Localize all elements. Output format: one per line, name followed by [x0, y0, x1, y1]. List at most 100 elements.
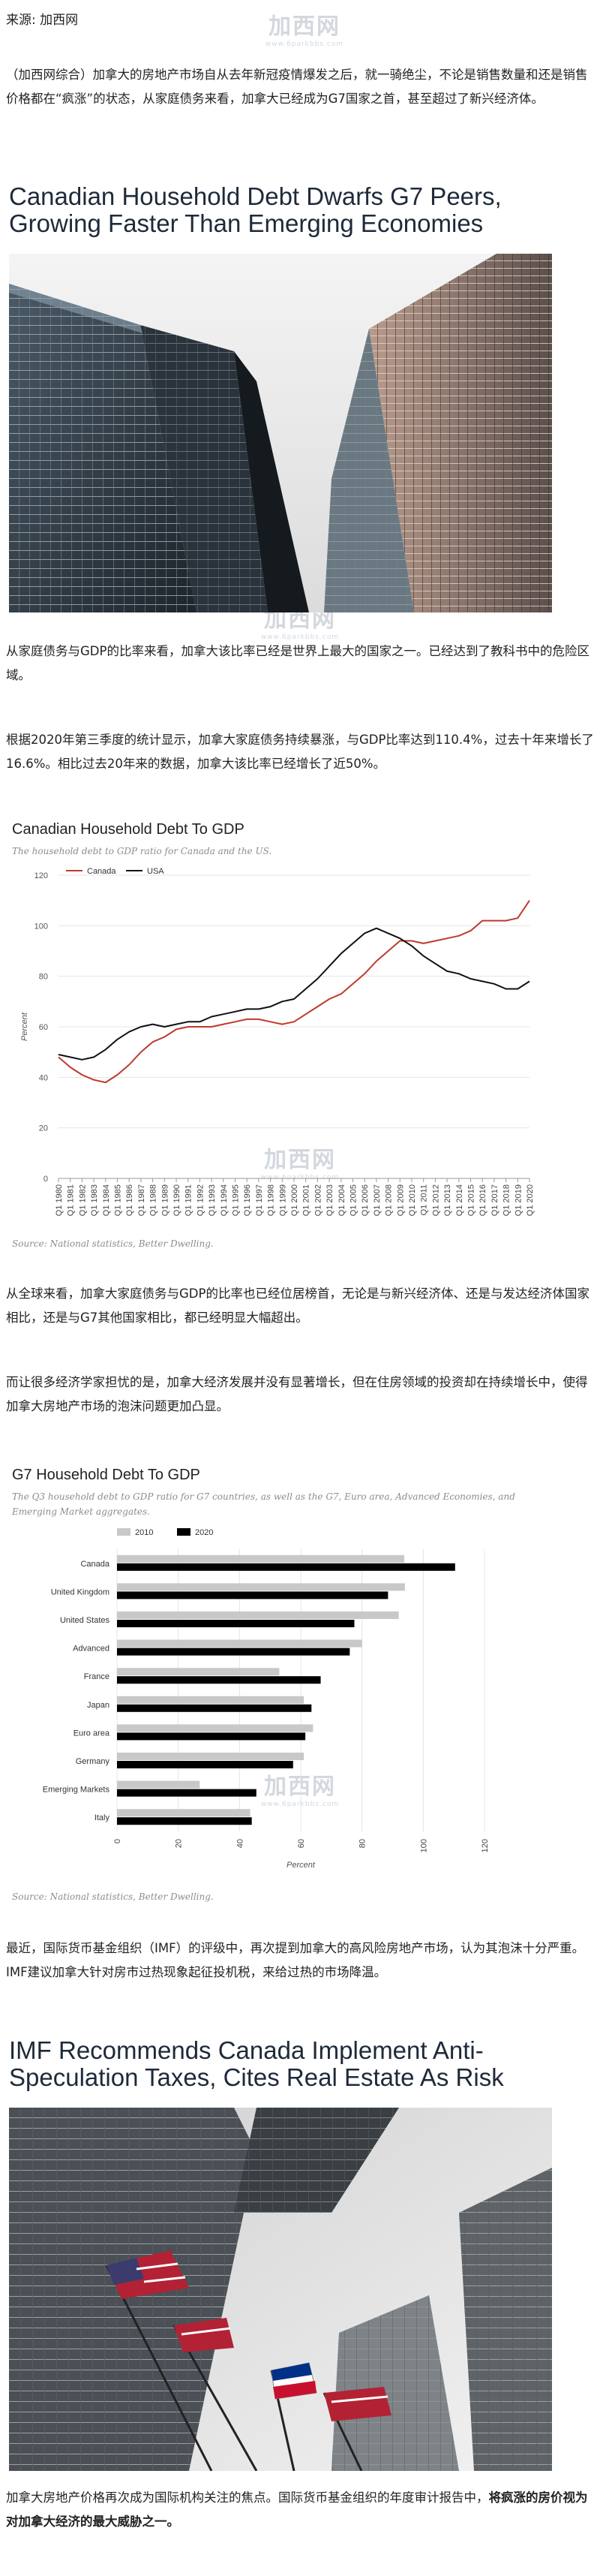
- imf-paragraph: 最近，国际货币基金组织（IMF）的评级中，再次提到加拿大的高风险房地产市场，认为…: [6, 1941, 585, 1979]
- watermark-text: 加西网: [268, 14, 340, 40]
- category-label: Germany: [76, 1757, 110, 1766]
- chart1-source: Source: National statistics, Better Dwel…: [12, 1238, 214, 1249]
- y-tick-label: 60: [39, 1023, 48, 1032]
- chart2-title: G7 Household Debt To GDP: [12, 1467, 200, 1483]
- x-tick-label: Q1 2003: [326, 1184, 334, 1216]
- bar-2020: [117, 1648, 350, 1656]
- y-tick-label: 120: [34, 871, 48, 880]
- bar-2020: [117, 1761, 293, 1768]
- x-tick-label: Q1 1999: [278, 1184, 287, 1216]
- x-tick-label: Q1 1995: [232, 1184, 241, 1216]
- bar-2020: [117, 1563, 455, 1571]
- x-tick-label: Q1 1981: [67, 1184, 76, 1216]
- stats-paragraph: 根据2020年第三季度的统计显示，加拿大家庭债务持续暴涨，与GDP比率达到110…: [6, 733, 594, 771]
- watermark-sub: www.6parkbbs.com: [260, 1174, 340, 1181]
- x-tick-label: Q1 2002: [314, 1184, 322, 1216]
- headline-line: IMF Recommends Canada Implement Anti-: [9, 2036, 484, 2064]
- economists-paragraph: 而让很多经济学家担忧的是，加拿大经济发展并没有显著增长，但在住房领域的投资却在持…: [6, 1375, 588, 1413]
- headline-line: Canadian Household Debt Dwarfs G7 Peers,: [9, 182, 502, 210]
- x-tick-label: Q1 2001: [302, 1184, 311, 1216]
- x-tick-label: Q1 2013: [443, 1184, 452, 1216]
- x-tick-label: Q1 2019: [514, 1184, 523, 1216]
- x-tick-label: Q1 1989: [160, 1184, 170, 1216]
- x-tick-label: 60: [297, 1839, 306, 1848]
- legend-swatch: [177, 1528, 190, 1536]
- series-line-usa: [58, 927, 530, 1061]
- chart2-subtitle: The Q3 household debt to GDP ratio for G…: [12, 1489, 515, 1519]
- y-tick-label: 0: [44, 1175, 48, 1184]
- chart2-bar-chart: 0 20 40 60 80 100 120 Percent Canada United Kingd…: [43, 1528, 490, 1870]
- watermark-sub: www.6parkbbs.com: [265, 41, 344, 48]
- x-tick-label: Q1 2016: [478, 1184, 488, 1216]
- bar-2010: [117, 1554, 405, 1563]
- x-tick-label: Q1 1990: [172, 1184, 182, 1216]
- source-line: 来源: 加西网: [6, 13, 79, 28]
- x-tick-label: Q1 2009: [396, 1184, 405, 1216]
- x-tick-label: Q1 1994: [220, 1184, 229, 1216]
- last-paragraph-text: 加拿大房地产价格再次成为国际机构关注的焦点。国际货币基金组织的年度审计报告中，: [6, 2490, 489, 2505]
- chart2-subtitle-line: Emerging Market aggregates.: [12, 1506, 150, 1517]
- x-tick-label: Q1 1992: [196, 1184, 205, 1216]
- x-tick-label: 80: [358, 1839, 368, 1848]
- x-tick-label: 20: [175, 1839, 184, 1848]
- x-tick-label: Q1 1991: [184, 1184, 194, 1216]
- bar-2020: [117, 1817, 252, 1825]
- x-tick-label: Q1 1993: [208, 1184, 217, 1216]
- legend-label: Canada: [87, 867, 116, 876]
- x-tick-label: Q1 1980: [55, 1184, 64, 1216]
- legend-label: 2010: [135, 1528, 153, 1537]
- bar-2020: [117, 1789, 256, 1797]
- bar-2020: [117, 1676, 321, 1684]
- series-line-canada: [58, 900, 530, 1084]
- bar-2010: [117, 1639, 362, 1648]
- x-tick-label: Q1 2020: [526, 1184, 535, 1216]
- flags-buildings-photo: [9, 2108, 552, 2471]
- headline-line: Speculation Taxes, Cites Real Estate As …: [9, 2063, 504, 2091]
- x-tick-label: Q1 1984: [102, 1184, 111, 1216]
- x-tick-label: Q1 2007: [373, 1184, 382, 1216]
- y-tick-label: 100: [34, 922, 48, 931]
- bar-2020: [117, 1704, 312, 1712]
- legend-label: 2020: [195, 1528, 213, 1537]
- last-paragraph-bold: 将疯涨的房价视为对加拿大经济的最大威胁之一。: [6, 2490, 588, 2529]
- global-paragraph: 从全球来看，加拿大家庭债务与GDP的比率也已经位居榜首，无论是与新兴经济体、还是…: [6, 1286, 590, 1325]
- category-label: Advanced: [73, 1645, 110, 1654]
- bar-2010: [117, 1809, 250, 1817]
- chart2-subtitle-line: The Q3 household debt to GDP ratio for G…: [12, 1491, 515, 1502]
- bar-2010: [117, 1583, 405, 1591]
- x-tick-label: Q1 2008: [385, 1184, 394, 1216]
- x-tick-label: Q1 2005: [350, 1184, 358, 1216]
- y-tick-label: 40: [39, 1073, 48, 1082]
- chart1-subtitle: The household debt to GDP ratio for Cana…: [12, 846, 272, 856]
- x-tick-label: Q1 1985: [114, 1184, 123, 1216]
- headline-line: Growing Faster Than Emerging Economies: [9, 209, 484, 237]
- watermark-text: 加西网: [264, 1147, 336, 1173]
- skyscrapers-photo: [9, 254, 552, 612]
- x-tick-label: Q1 1987: [137, 1184, 146, 1216]
- watermark-sub: www.6parkbbs.com: [260, 1801, 340, 1808]
- flags-buildings-illustration: [9, 2108, 552, 2471]
- skyscrapers-illustration: [9, 254, 552, 612]
- intro-paragraph: （加西网综合）加拿大的房地产市场自从去年新冠疫情爆发之后，就一骑绝尘，不论是销售…: [6, 68, 588, 106]
- bar-2020: [117, 1620, 355, 1627]
- x-tick-label: 120: [481, 1839, 490, 1852]
- bar-2010: [117, 1696, 304, 1704]
- x-axis-label: Percent: [286, 1861, 316, 1870]
- x-tick-label: Q1 2006: [361, 1184, 370, 1216]
- bar-2010: [117, 1724, 314, 1732]
- x-tick-label: 40: [236, 1839, 244, 1848]
- bar-2010: [117, 1612, 399, 1619]
- bar-2020: [117, 1591, 388, 1599]
- category-label: Canada: [80, 1560, 110, 1569]
- x-tick-label: Q1 2017: [490, 1184, 500, 1216]
- chart2-source: Source: National statistics, Better Dwel…: [12, 1891, 214, 1902]
- x-tick-label: 0: [113, 1839, 122, 1843]
- x-tick-label: Q1 2010: [408, 1184, 417, 1216]
- ratio-paragraph: 从家庭债务与GDP的比率来看，加拿大该比率已经是世界上最大的国家之一。已经达到了…: [6, 644, 590, 682]
- x-tick-label: Q1 1998: [267, 1184, 276, 1216]
- category-label: Japan: [87, 1701, 110, 1710]
- y-tick-label: 80: [39, 973, 48, 982]
- x-tick-label: Q1 2012: [431, 1184, 440, 1216]
